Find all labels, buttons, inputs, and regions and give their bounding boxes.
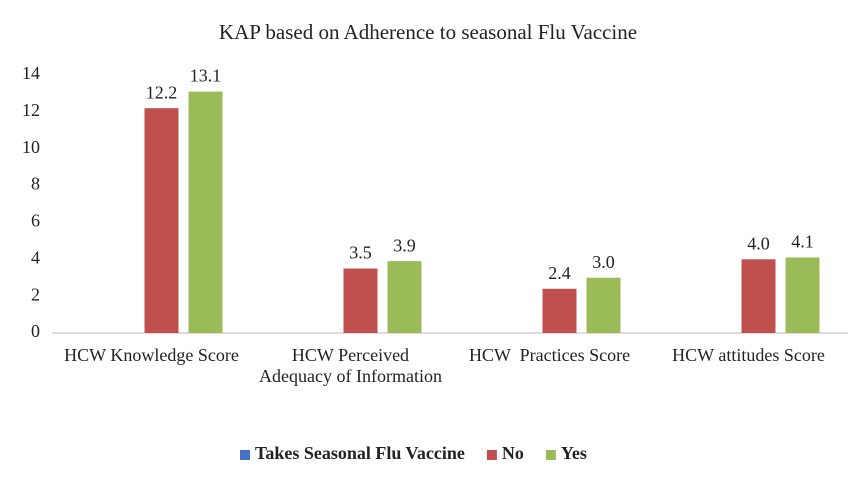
x-tick-label: HCW Perceived Adequacy of Information [259,345,442,386]
legend-label: Takes Seasonal Flu Vaccine [255,443,465,463]
bar [188,91,223,333]
bar [144,108,179,334]
legend-swatch [545,450,556,460]
legend-label: Yes [561,443,587,463]
x-tick-label: HCW Practices Score [468,345,631,365]
data-label: 2.4 [548,263,571,283]
data-label: 4.1 [791,232,814,252]
legend-swatch [486,450,497,460]
y-tick-label: 10 [22,137,40,157]
data-label: 3.9 [393,235,416,255]
y-tick-label: 0 [31,321,40,341]
data-label: 3.5 [349,243,372,263]
data-label: 3.0 [592,252,615,272]
chart-title: KAP based on Adherence to seasonal Flu V… [219,20,637,44]
data-label: 13.1 [190,66,222,86]
legend-label: No [502,443,524,463]
bar [785,257,820,333]
y-tick-label: 6 [31,211,40,231]
bar [387,261,422,333]
x-tick-label: HCW attitudes Score [672,345,825,365]
y-tick-label: 4 [31,247,40,267]
x-tick-label: HCW Knowledge Score [64,345,239,365]
y-tick-label: 8 [31,174,40,194]
data-label: 4.0 [747,233,770,253]
bar [343,268,378,333]
bar [542,288,577,333]
y-tick-label: 2 [31,284,40,304]
bar [586,277,621,333]
bar [741,259,776,333]
y-tick-label: 14 [22,63,40,83]
legend-swatch [240,450,250,460]
data-label: 12.2 [146,82,178,102]
y-tick-label: 12 [22,100,40,120]
